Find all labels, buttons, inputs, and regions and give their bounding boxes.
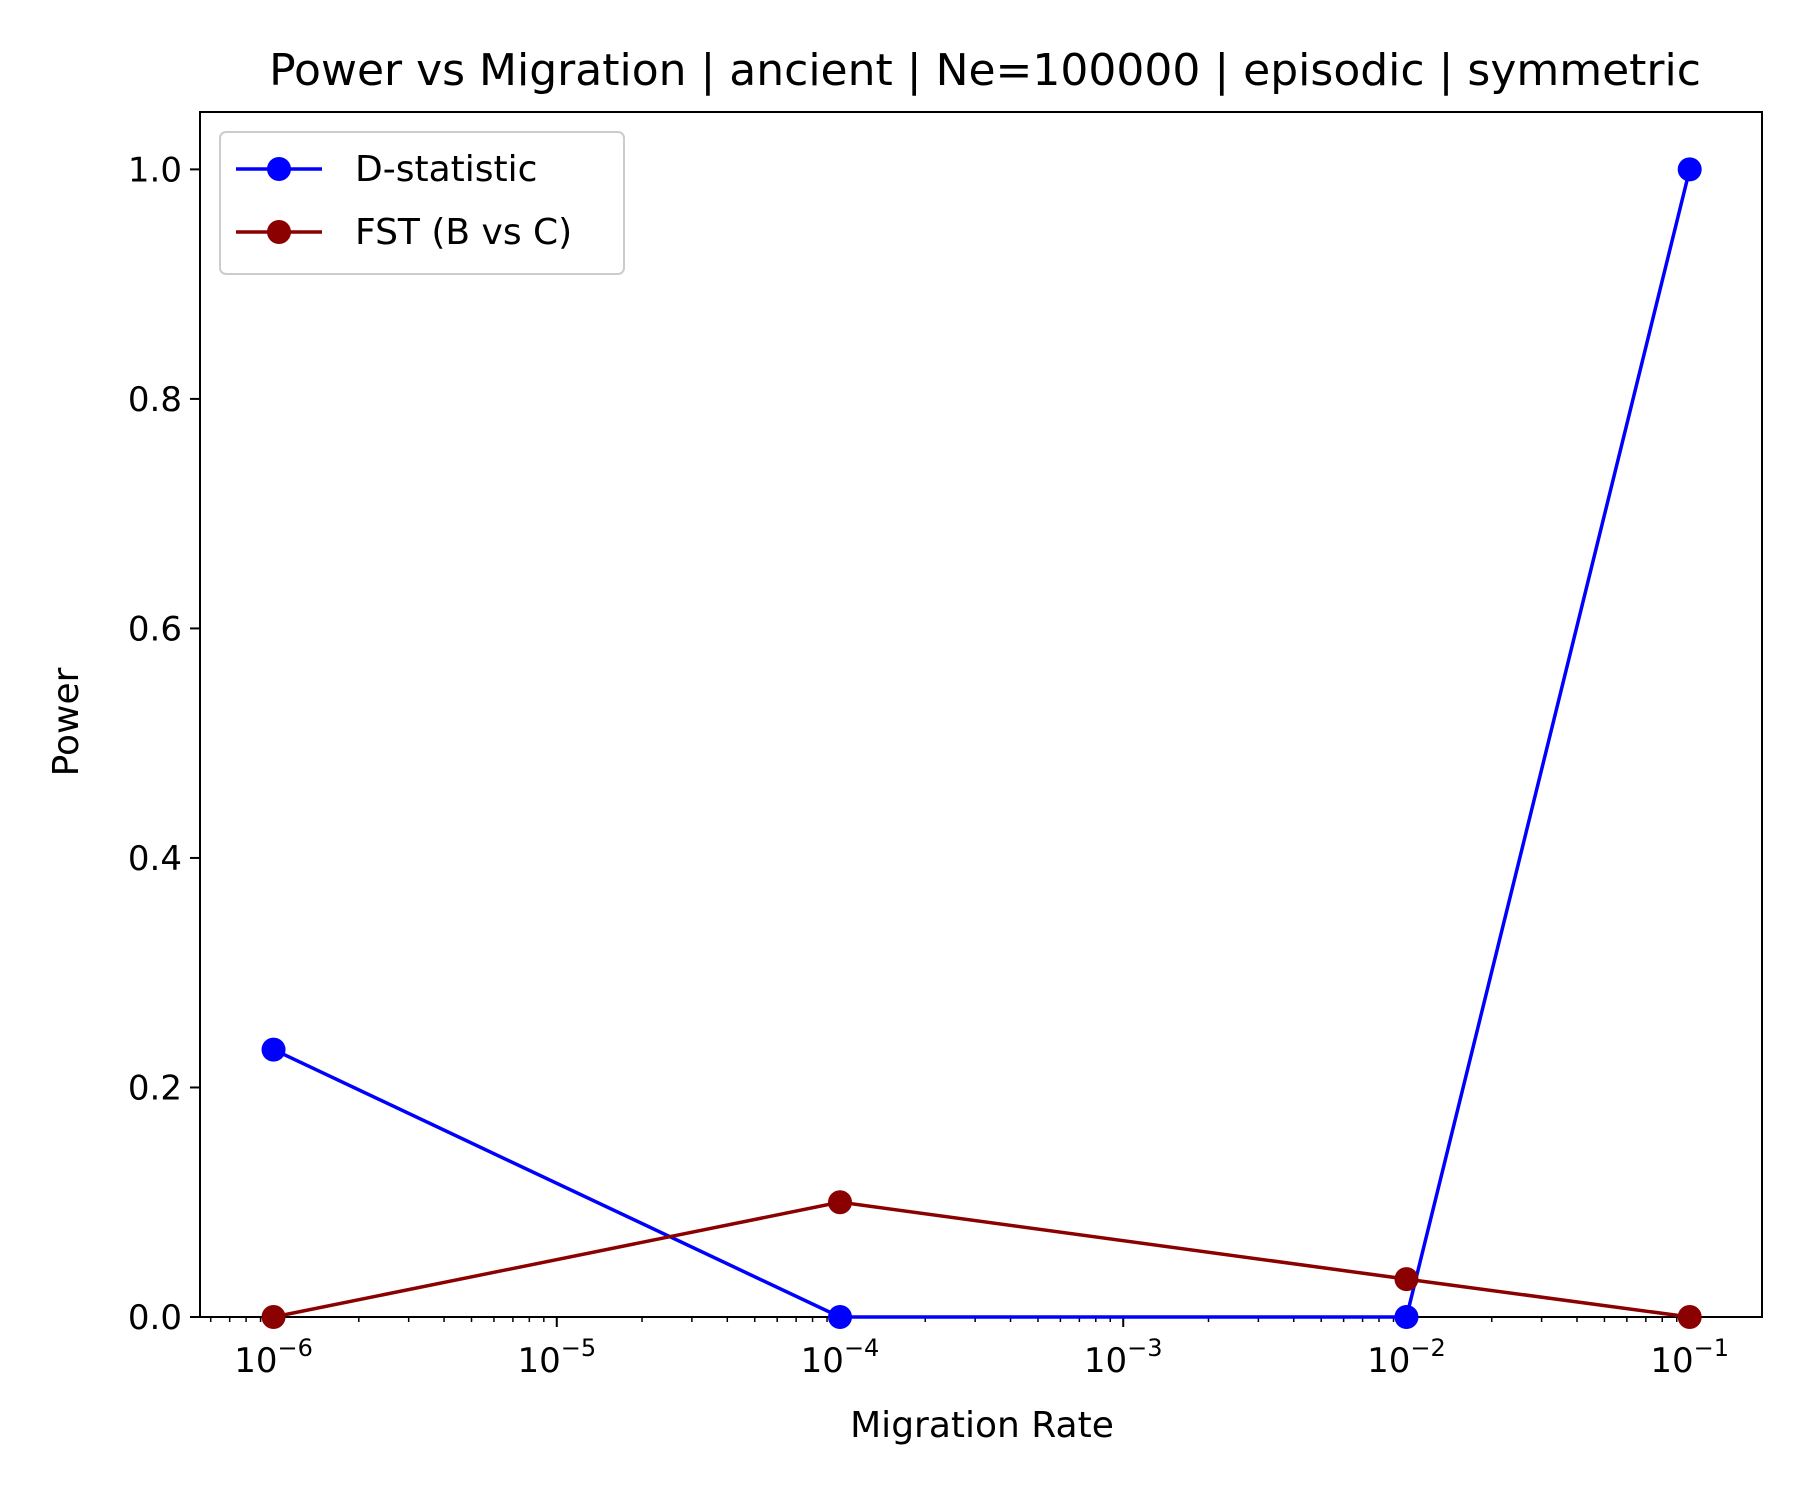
data-point [828,1305,853,1329]
x-tick-label: 10−5 [517,1334,596,1381]
y-tick-label: 0.6 [128,609,182,649]
x-tick-label: 10−2 [1367,1334,1446,1381]
x-axis: 10−6 10−5 10−4 10−3 10−2 10−1 [209,1317,1729,1381]
series-line [272,168,1692,1319]
plot-area [199,111,1763,1318]
data-point [828,1190,853,1215]
y-tick-label: 0.0 [128,1298,182,1338]
plot-frame [199,111,1763,1318]
data-point [261,1305,286,1329]
y-tick-label: 0.4 [128,839,182,879]
legend-label: FST (B vs C) [355,212,572,253]
data-point [1394,1305,1419,1329]
legend-marker [267,157,291,181]
chart-title: Power vs Migration | ancient | Ne=100000… [269,45,1701,96]
series-line [273,1200,1690,1319]
x-tick-label: 10−4 [801,1334,880,1381]
y-tick-label: 0.2 [128,1068,182,1108]
series-layer [261,157,1702,1329]
y-tick-label: 1.0 [128,150,182,190]
x-tick-label: 10−1 [1650,1334,1729,1381]
series-1 [261,157,1702,1329]
data-point [1677,157,1702,182]
y-axis: 0.0 0.2 0.4 0.6 0.8 1.0 [128,150,200,1338]
data-point [1677,1305,1702,1329]
series-2 [261,1190,1702,1329]
legend-label: D-statistic [355,149,537,190]
x-tick-label: 10−6 [234,1334,313,1381]
legend: D-statistic FST (B vs C) [219,131,625,275]
y-axis-label: Power [46,667,87,776]
legend-marker [267,220,291,244]
data-point [261,1037,286,1062]
x-axis-label: Migration Rate [850,1405,1114,1446]
data-point [1394,1267,1419,1292]
y-tick-label: 0.8 [128,380,182,420]
x-tick-label: 10−3 [1084,1334,1163,1381]
